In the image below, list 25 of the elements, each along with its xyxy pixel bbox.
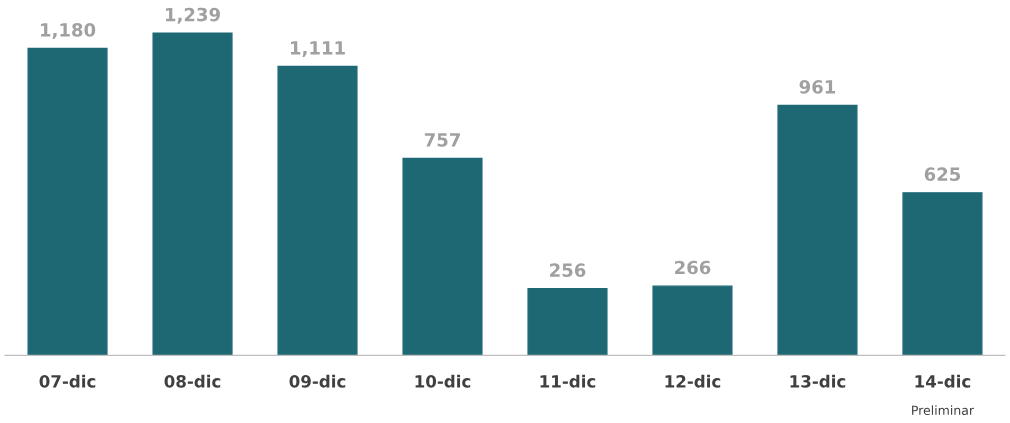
data-label: 757 [424,133,460,147]
bar [902,192,983,356]
data-label: 256 [550,263,586,277]
text: Preliminar [912,405,975,415]
x-tick-label: 07-dic [39,374,96,388]
bar [527,288,608,356]
bar [27,47,108,356]
x-tick-label: 12-dic [665,374,721,388]
data-label: 1,180 [41,23,96,40]
x-tick-label: 09-dic [289,374,346,388]
x-tick-label: 14-dic [915,374,971,388]
x-tick-label: 10-dic [415,374,471,388]
bar [152,32,233,356]
bar [652,285,733,356]
bar [777,104,858,356]
data-label: 1,111 [291,41,345,57]
data-label: 625 [924,167,961,182]
data-label: 961 [799,80,836,94]
bar [277,65,358,356]
x-tick-label: 11-dic [540,374,596,388]
data-label: 1,239 [166,7,220,24]
x-tick-label: 08-dic [164,374,221,388]
bar [402,157,483,356]
x-tick-label: 13-dic [790,374,846,388]
data-label: 266 [675,260,711,275]
